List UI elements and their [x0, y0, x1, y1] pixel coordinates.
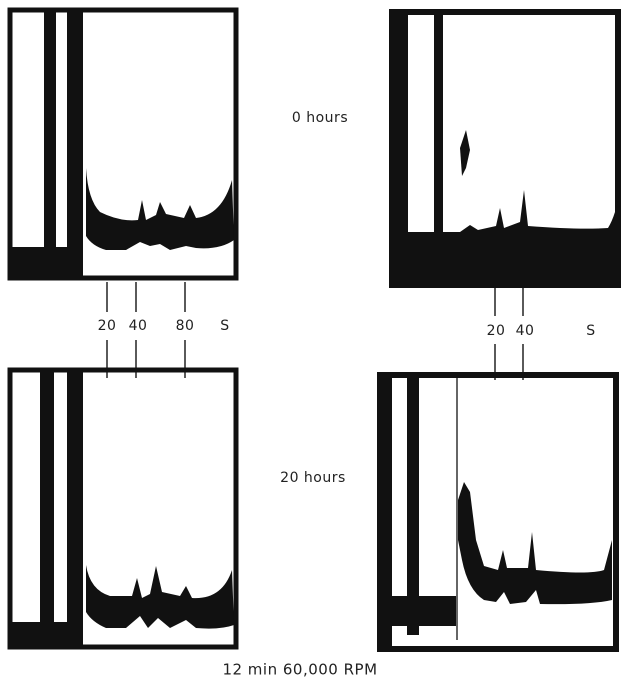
- scale-label: 80: [176, 318, 195, 334]
- trace-spot: [460, 130, 470, 176]
- base: [380, 596, 456, 626]
- scale-label: 40: [516, 323, 535, 339]
- scale-label: 20: [487, 323, 506, 339]
- strip: [40, 370, 54, 647]
- pattern-bottom-right: [377, 372, 619, 652]
- strip: [67, 10, 83, 278]
- caption: 12 min 60,000 RPM: [222, 661, 377, 679]
- base: [10, 247, 67, 278]
- trace: [86, 168, 234, 250]
- base: [10, 622, 67, 647]
- scale-left: 20 40 80 S: [98, 282, 229, 378]
- time-label: 20 hours: [280, 470, 346, 486]
- pattern-bottom-left: [7, 367, 239, 650]
- trace: [458, 482, 612, 605]
- frame: [7, 7, 239, 281]
- strip: [434, 12, 443, 237]
- scale-label: 20: [98, 318, 117, 334]
- strip: [44, 10, 56, 250]
- pattern-top-right: [389, 9, 621, 288]
- strip: [67, 370, 83, 647]
- scale-unit: S: [586, 323, 595, 339]
- time-label: 0 hours: [292, 110, 348, 126]
- strip: [407, 375, 419, 635]
- strip: [380, 375, 392, 649]
- scale-unit: S: [220, 318, 229, 334]
- trace: [86, 565, 234, 629]
- strip: [392, 12, 408, 285]
- trace: [392, 190, 620, 288]
- frame: [7, 367, 239, 650]
- scale-label: 40: [129, 318, 148, 334]
- pattern-top-left: [7, 7, 239, 281]
